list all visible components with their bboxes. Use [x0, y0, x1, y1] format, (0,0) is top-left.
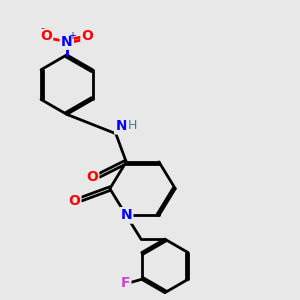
Text: O: O	[68, 194, 80, 208]
Text: O: O	[40, 28, 52, 43]
Text: O: O	[86, 170, 98, 184]
Text: O: O	[82, 28, 94, 43]
Text: F: F	[121, 276, 130, 290]
Text: -: -	[40, 23, 44, 33]
Text: N: N	[116, 119, 127, 133]
Text: N: N	[61, 34, 73, 49]
Text: H: H	[128, 119, 137, 132]
Text: N: N	[120, 208, 132, 222]
Text: +: +	[68, 31, 76, 41]
